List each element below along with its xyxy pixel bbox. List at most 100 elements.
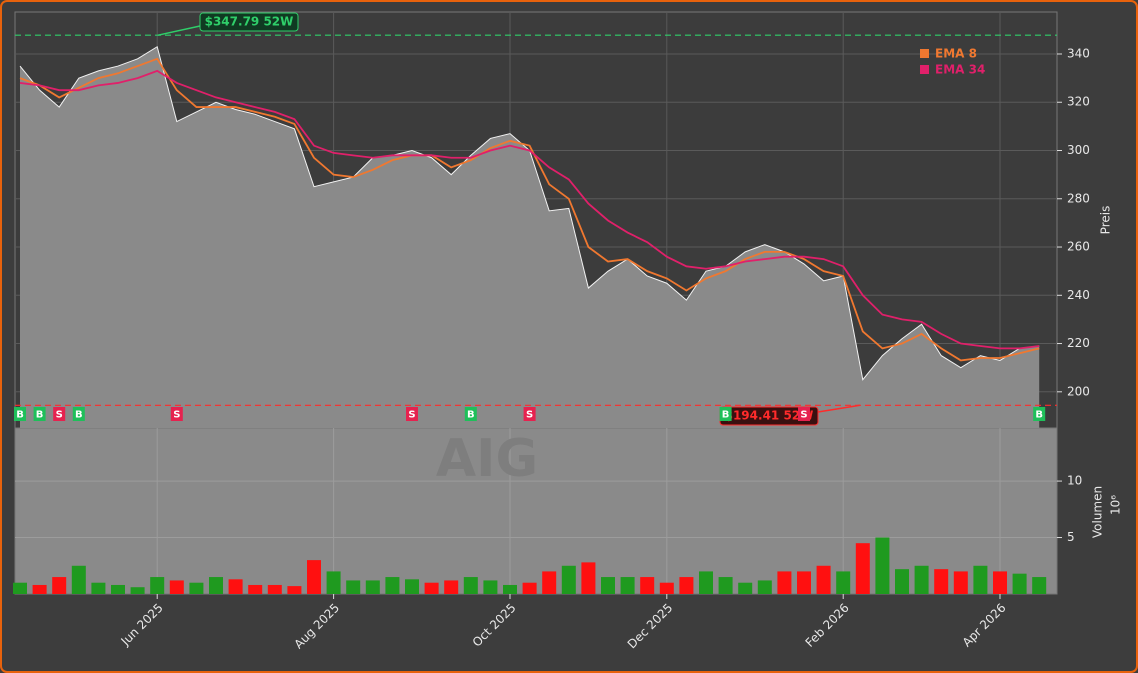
- volume-bar: [209, 577, 223, 594]
- legend-label: EMA 34: [935, 63, 985, 77]
- y-tick-label: 260: [1067, 240, 1090, 254]
- signal-marker: [72, 407, 85, 421]
- volume-bar: [875, 537, 890, 594]
- signal-label: B: [1035, 410, 1043, 421]
- price-area: [20, 46, 1040, 428]
- signal-marker: [14, 407, 26, 421]
- volume-bar: [953, 571, 968, 594]
- volume-bar: [914, 565, 929, 594]
- y-tick-label: 280: [1067, 191, 1090, 205]
- volume-bar: [816, 565, 831, 594]
- watermark: AIG: [436, 429, 538, 489]
- signal-marker: [170, 407, 183, 421]
- volume-bar: [287, 586, 302, 594]
- ema-line: [19, 57, 1040, 362]
- volume-bar: [130, 587, 145, 594]
- volume-bar: [248, 584, 263, 594]
- signal-label: S: [173, 410, 180, 421]
- volume-bar: [699, 571, 713, 594]
- volume-bar: [32, 584, 47, 594]
- volume-bar: [1032, 577, 1047, 594]
- volume-bar: [973, 565, 988, 594]
- volume-bar: [1012, 573, 1027, 594]
- signal-label: S: [526, 410, 533, 421]
- volume-bar: [503, 584, 517, 594]
- volume-bar: [934, 569, 949, 594]
- annotation-label: $194.41 52W: [725, 409, 814, 423]
- volume-bar: [679, 577, 694, 594]
- volume-bar: [601, 577, 615, 594]
- y-axis-unit: 10⁶: [1109, 495, 1123, 515]
- annotation-arrow: [817, 404, 861, 413]
- legend-swatch: [920, 49, 929, 58]
- signal-label: B: [36, 410, 44, 421]
- volume-bar: [13, 582, 27, 594]
- volume-bar: [522, 582, 537, 594]
- volume-bar: [542, 571, 557, 594]
- signal-label: S: [800, 410, 807, 421]
- volume-bar: [326, 571, 341, 594]
- y-tick-label: 340: [1067, 46, 1090, 60]
- y-tick-label: 200: [1067, 384, 1090, 398]
- y-tick-label: 220: [1067, 336, 1090, 350]
- volume-bar: [307, 560, 321, 594]
- signal-label: S: [408, 410, 415, 421]
- ema-line: [19, 69, 1040, 350]
- volume-bar: [836, 571, 851, 594]
- signal-marker: [464, 407, 477, 421]
- y-axis-label: Volumen: [1091, 486, 1105, 538]
- volume-bar: [267, 584, 282, 594]
- volume-bar: [797, 571, 811, 594]
- volume-bar: [993, 571, 1007, 594]
- signal-marker: [53, 407, 66, 421]
- annotation-label: $347.79 52W: [205, 15, 294, 29]
- volume-bar: [346, 580, 361, 594]
- signal-marker: [1033, 407, 1046, 421]
- legend-label: EMA 8: [935, 47, 977, 61]
- y-axis-label: Preis: [1099, 206, 1113, 235]
- volume-bar: [169, 580, 184, 594]
- volume-bar: [189, 582, 204, 594]
- signal-label: B: [75, 410, 83, 421]
- y-tick-label: 300: [1067, 143, 1090, 157]
- annotation-arrow: [157, 25, 201, 36]
- signal-marker: [719, 407, 732, 421]
- volume-bar: [71, 565, 86, 594]
- volume-bar: [581, 562, 596, 594]
- volume-bar: [228, 579, 243, 594]
- volume-bar: [444, 580, 459, 594]
- volume-bar: [463, 577, 478, 594]
- annotation-box: [199, 12, 299, 32]
- y-tick-label: 5: [1067, 530, 1075, 544]
- signal-marker: [523, 407, 536, 421]
- signal-marker: [33, 407, 46, 421]
- volume-bar: [150, 577, 165, 594]
- volume-bar: [405, 579, 419, 594]
- y-tick-label: 10: [1067, 474, 1082, 488]
- volume-bar: [895, 569, 909, 594]
- signal-label: B: [467, 410, 475, 421]
- volume-bar: [777, 571, 792, 594]
- signal-marker: [798, 407, 810, 421]
- volume-bar: [561, 565, 576, 594]
- signal-label: B: [16, 410, 24, 421]
- volume-bar: [111, 584, 125, 594]
- volume-bar: [385, 577, 400, 594]
- volume-bar: [738, 582, 753, 594]
- volume-bar: [659, 582, 674, 594]
- signal-label: B: [722, 410, 730, 421]
- volume-bar: [855, 543, 870, 594]
- volume-bar: [52, 577, 67, 594]
- volume-bar: [91, 582, 106, 594]
- volume-bar: [757, 580, 772, 594]
- volume-bar: [640, 577, 655, 594]
- legend-swatch: [920, 65, 929, 74]
- y-tick-label: 320: [1067, 95, 1090, 109]
- signal-label: S: [56, 410, 63, 421]
- volume-bar: [718, 577, 733, 594]
- volume-bar: [365, 580, 380, 594]
- y-tick-label: 240: [1067, 288, 1090, 302]
- volume-bar: [620, 577, 635, 594]
- volume-bar: [483, 580, 498, 594]
